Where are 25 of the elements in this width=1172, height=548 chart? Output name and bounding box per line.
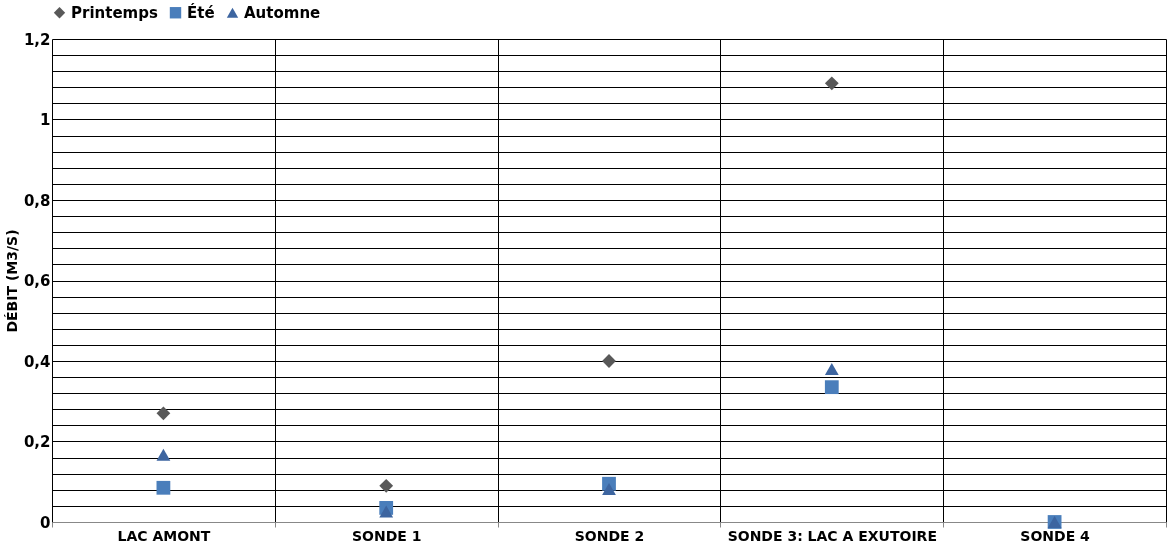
y-tick-label: 1 [40,111,51,129]
point [824,380,839,395]
y-tick-label: 0,2 [23,433,51,451]
legend-label: Été [187,2,215,22]
point [824,363,839,376]
x-tick-label: SONDE 1 [351,527,422,544]
point [156,448,171,461]
x-tick-label: SONDE 4 [1020,527,1091,544]
legend-label: Printemps [71,3,158,22]
point [156,406,171,421]
y-tick-label: 0,4 [23,352,51,371]
y-tick-label: 0 [40,513,51,532]
x-tick-label: LAC AMONT [117,527,211,544]
y-tick-label: 0,8 [23,191,51,210]
point [824,76,839,91]
point [156,480,171,495]
y-tick-label: 1,2 [23,30,51,49]
legend-label: Automne [244,3,321,22]
x-tick-label: SONDE 3: LAC A EXUTOIRE [727,527,937,544]
point [602,483,616,495]
y-tick-label: 0,6 [23,272,51,290]
x-tick-label: SONDE 2 [574,527,645,544]
point [379,505,394,518]
point [379,478,394,493]
y-axis-title: DÉBIT (M3/S) [3,229,20,333]
